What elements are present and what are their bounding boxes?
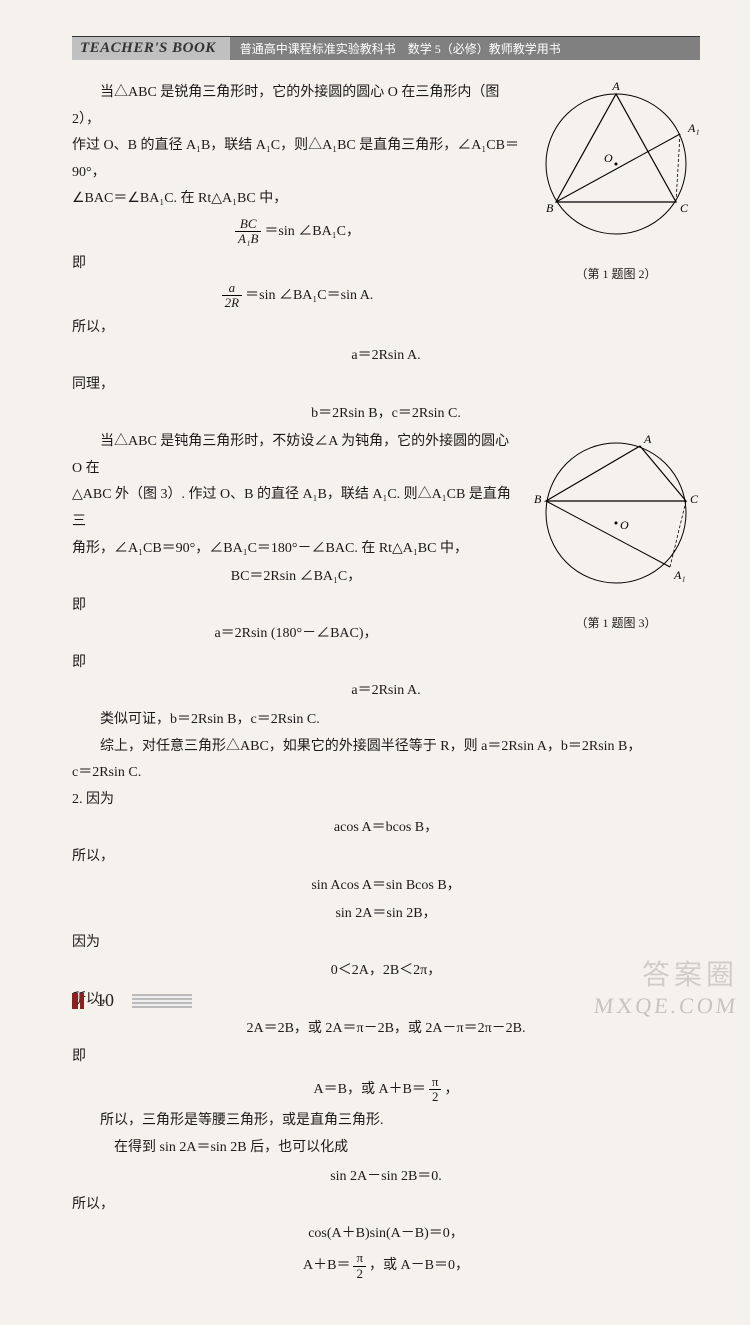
p1c: ∠BAC＝∠BA₁C. 在 Rt△A₁BC 中， <box>72 186 520 213</box>
p2a: 当△ABC 是钝角三角形时，不妨设∠A 为钝角，它的外接圆的圆心 O 在 <box>72 429 520 482</box>
item-2: 2. 因为 acos A＝bcos B， 所以， sin Acos A＝sin … <box>72 787 700 1281</box>
p3: 类似可证，b＝2Rsin B，c＝2Rsin C. <box>72 707 700 734</box>
footer-bars-icon <box>72 993 78 1009</box>
eq2-frac: a 2R <box>222 281 242 311</box>
eq16: A＋B＝ π 2 ，或 A－B＝0， <box>72 1251 700 1281</box>
block-1: 当△ABC 是锐角三角形时，它的外接圆的圆心 O 在三角形内（图 2）， 作过 … <box>72 80 700 315</box>
label-ji-1: 即 <box>72 251 520 278</box>
eq1: BC A₁B ＝sin ∠BA₁C， <box>72 217 520 247</box>
eq10: sin 2A＝sin 2B， <box>72 901 700 928</box>
figure-2-caption: （第 1 题图 2） <box>532 263 700 286</box>
label-tongli: 同理， <box>72 372 700 399</box>
label-suoyi-4: 所以， <box>72 1192 700 1219</box>
figure-3-caption: （第 1 题图 3） <box>532 612 700 635</box>
page: TEACHER'S BOOK 普通高中课程标准实验教科书 数学 5（必修）教师教… <box>0 0 750 1325</box>
eq4: b＝2Rsin B，c＝2Rsin C. <box>72 401 700 428</box>
eq3: a＝2Rsin A. <box>72 343 700 370</box>
header-right-title: 普通高中课程标准实验教科书 数学 5（必修）教师教学用书 <box>230 36 700 60</box>
svg-text:C: C <box>690 492 699 506</box>
svg-text:A₁: A₁ <box>687 121 700 135</box>
svg-text:C: C <box>680 201 689 215</box>
p5: 因为 <box>86 792 114 807</box>
eq7: a＝2Rsin A. <box>72 678 700 705</box>
circle-diagram-2: A A₁ B C O <box>532 80 700 248</box>
svg-text:A: A <box>643 432 652 446</box>
eq12: 2A＝2B，或 2A＝π－2B，或 2A－π＝2π－2B. <box>72 1016 700 1043</box>
footer-pattern-icon <box>132 994 192 1008</box>
eq13: A＝B，或 A＋B＝ π 2 ， <box>72 1075 700 1105</box>
eq8: acos A＝bcos B， <box>72 815 700 842</box>
label-ji-3: 即 <box>72 650 520 677</box>
eq15: cos(A＋B)sin(A－B)＝0， <box>72 1221 700 1248</box>
eq5: BC＝2Rsin ∠BA₁C， <box>72 564 520 591</box>
figure-2: A A₁ B C O （第 1 题图 2） <box>532 80 700 285</box>
header: TEACHER'S BOOK 普通高中课程标准实验教科书 数学 5（必修）教师教… <box>72 34 700 62</box>
page-number: 10 <box>96 990 114 1011</box>
block-1-text: 当△ABC 是锐角三角形时，它的外接圆的圆心 O 在三角形内（图 2）， 作过 … <box>72 80 520 315</box>
eq2: a 2R ＝sin ∠BA₁C＝sin A. <box>72 281 520 311</box>
eq6: a＝2Rsin (180°－∠BAC)， <box>72 621 520 648</box>
svg-text:A: A <box>611 80 620 93</box>
header-left-title: TEACHER'S BOOK <box>72 36 230 60</box>
p1b: 作过 O、B 的直径 A₁B，联结 A₁C，则△A₁BC 是直角三角形，∠A₁C… <box>72 133 520 186</box>
p4b: c＝2Rsin C. <box>72 760 700 787</box>
watermark-bottom: MXQE.COM <box>592 993 739 1019</box>
eq14: sin 2A－sin 2B＝0. <box>72 1164 700 1191</box>
eq11: 0＜2A，2B＜2π， <box>72 958 700 985</box>
p4a: 综上，对任意三角形△ABC，如果它的外接圆半径等于 R，则 a＝2Rsin A，… <box>72 734 700 761</box>
p6: 所以，三角形是等腰三角形，或是直角三角形. <box>72 1108 700 1135</box>
circle-diagram-3: A B C A₁ O <box>532 429 700 597</box>
svg-text:B: B <box>546 201 554 215</box>
p2b: △ABC 外（图 3）. 作过 O、B 的直径 A₁B，联结 A₁C. 则△A₁… <box>72 482 520 535</box>
content: 当△ABC 是锐角三角形时，它的外接圆的圆心 O 在三角形内（图 2）， 作过 … <box>72 80 700 1281</box>
p7: 在得到 sin 2A＝sin 2B 后，也可以化成 <box>72 1135 700 1162</box>
figure-3: A B C A₁ O （第 1 题图 3） <box>532 429 700 634</box>
watermark-top: 答案圈 <box>642 953 738 993</box>
label-suoyi-1: 所以， <box>72 315 700 342</box>
block-2: 当△ABC 是钝角三角形时，不妨设∠A 为钝角，它的外接圆的圆心 O 在 △AB… <box>72 429 700 676</box>
item-2-line: 2. 因为 <box>72 787 700 814</box>
svg-text:O: O <box>604 151 613 165</box>
eq1-frac: BC A₁B <box>235 217 261 247</box>
svg-text:O: O <box>620 518 629 532</box>
item-2-number: 2. <box>72 792 83 807</box>
label-ji-2: 即 <box>72 593 520 620</box>
eq9: sin Acos A＝sin Bcos B， <box>72 873 700 900</box>
svg-text:A₁: A₁ <box>673 568 686 582</box>
svg-text:B: B <box>534 492 542 506</box>
page-footer: 10 <box>72 990 192 1011</box>
p2c: 角形，∠A₁CB＝90°，∠BA₁C＝180°－∠BAC. 在 Rt△A₁BC … <box>72 536 520 563</box>
label-yinwei: 因为 <box>72 930 700 957</box>
block-2-text: 当△ABC 是钝角三角形时，不妨设∠A 为钝角，它的外接圆的圆心 O 在 △AB… <box>72 429 520 676</box>
p1a: 当△ABC 是锐角三角形时，它的外接圆的圆心 O 在三角形内（图 2）， <box>72 80 520 133</box>
label-ji-4: 即 <box>72 1044 700 1071</box>
label-suoyi-2: 所以， <box>72 844 700 871</box>
